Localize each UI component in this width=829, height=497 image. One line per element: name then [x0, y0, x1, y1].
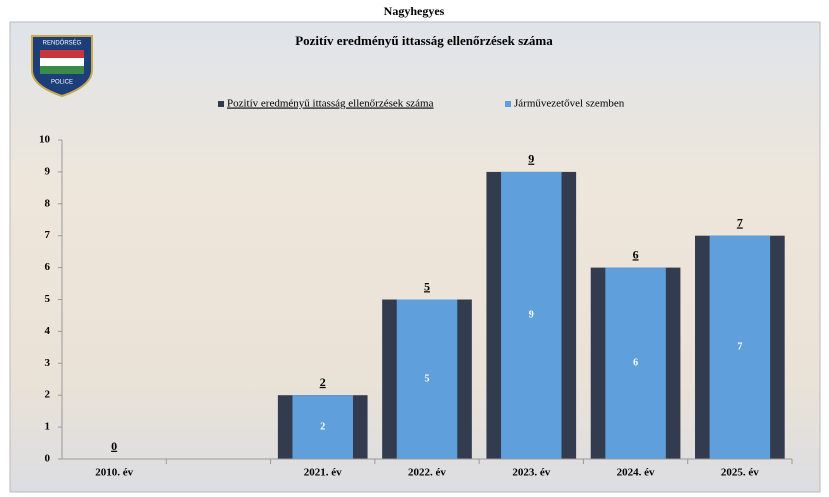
chart-title: Pozitív eredményű ittasság ellenőrzések … — [295, 33, 553, 48]
y-tick-label: 9 — [45, 165, 51, 177]
page-title: Nagyhegyes — [384, 4, 445, 18]
legend-swatch — [218, 101, 224, 107]
data-label: 9 — [528, 152, 534, 166]
y-tick-label: 7 — [45, 229, 51, 241]
y-tick-label: 5 — [45, 293, 51, 305]
bar — [501, 171, 562, 459]
data-label: 7 — [737, 215, 743, 229]
data-label: 5 — [424, 279, 430, 293]
x-tick-label: 2023. év — [512, 467, 550, 479]
legend-swatch — [505, 101, 511, 107]
data-label: 2 — [320, 421, 325, 432]
data-label: 5 — [425, 374, 430, 385]
bar — [605, 267, 666, 459]
legend-label: Pozitív eredményű ittasság ellenőrzések … — [227, 98, 434, 110]
data-label: 2 — [320, 375, 326, 389]
bar — [709, 235, 771, 459]
y-tick-label: 10 — [39, 134, 51, 146]
x-tick-label: 2025. év — [721, 467, 759, 479]
y-tick-label: 1 — [45, 421, 51, 433]
y-tick-label: 6 — [45, 261, 51, 273]
legend-label: Járművezetővel szemben — [514, 98, 625, 110]
data-label: 0 — [111, 439, 117, 453]
data-label: 7 — [737, 342, 742, 353]
logo: RENDŐRSÉG POLICE — [31, 35, 93, 98]
data-label: 6 — [633, 247, 639, 261]
bar — [292, 395, 353, 459]
x-tick-label: 2021. év — [304, 467, 342, 479]
logo-text: POLICE — [51, 80, 73, 86]
x-tick-label: 2022. év — [408, 467, 446, 479]
data-label: 6 — [633, 358, 638, 369]
x-tick-label: 2024. év — [617, 467, 655, 479]
y-tick-label: 2 — [45, 389, 51, 401]
bar — [396, 299, 458, 459]
x-tick-label: 2010. év — [95, 467, 133, 479]
y-tick-label: 4 — [45, 325, 51, 337]
logo-text: RENDŐRSÉG — [43, 40, 82, 47]
y-tick-label: 0 — [45, 453, 51, 465]
y-tick-label: 8 — [45, 197, 51, 209]
data-label: 9 — [529, 310, 534, 321]
y-tick-label: 3 — [45, 357, 51, 369]
